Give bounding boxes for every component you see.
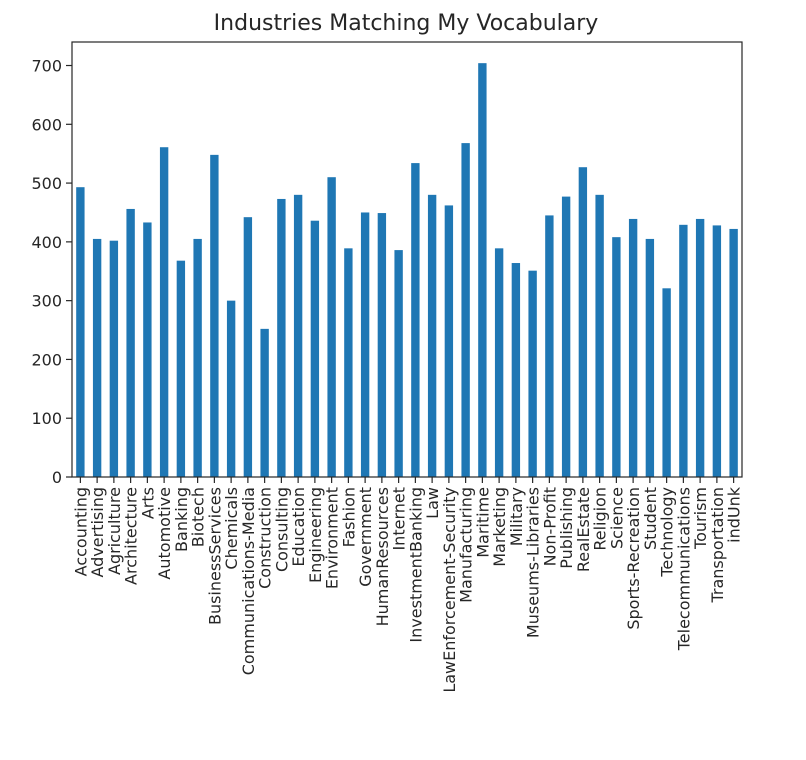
bar-religion [595,194,604,478]
y-tick-label: 700 [31,57,62,76]
x-tick-label: Government [356,487,375,587]
x-tick-label: Law [423,487,442,519]
y-tick-label: 600 [31,115,62,134]
y-axis: 0 100 200 300 400 500 600 700 [31,57,72,487]
bar-maritime [478,63,487,477]
bar-environment [327,177,336,477]
x-tick-label: Sports-Recreation [624,487,643,630]
x-tick-label: indUnk [725,486,744,543]
bar-manufacturing [461,143,470,478]
chart-title: Industries Matching My Vocabulary [214,11,599,36]
y-tick-label: 100 [31,409,62,428]
x-tick-label: Fashion [339,487,358,547]
x-tick-label: Science [607,487,626,549]
x-tick-label: Maritime [473,487,492,558]
x-tick-label: Museums-Libraries [524,487,543,638]
x-tick-label: Publishing [557,487,576,569]
x-tick-label: Chemicals [222,487,241,570]
bar-automotive [159,147,169,478]
x-tick-label: Student [641,487,660,550]
y-tick-label: 500 [31,174,62,193]
bar-communications-media [243,217,253,478]
bar-military [511,263,521,477]
x-tick-label: Biotech [189,487,208,547]
bar-biotech [193,238,202,477]
x-tick-label: LawEnforcement-Security [440,487,459,693]
bar-businessservices [210,154,219,477]
bar-transportation [712,225,722,477]
x-tick-label: InvestmentBanking [406,487,425,643]
y-tick-label: 300 [31,292,62,311]
x-tick-label: Transportation [708,487,727,604]
bar-fashion [344,248,353,477]
bar-accounting [76,187,85,477]
bar-education [293,194,303,478]
y-tick-label: 0 [52,468,62,487]
bar-indunk [729,228,738,477]
x-tick-label: Education [289,487,308,567]
x-tick-label: Automotive [155,487,174,580]
x-tick-label: Environment [323,487,342,589]
bar-lawenforcement-security [444,205,454,477]
y-tick-label: 200 [31,350,62,369]
x-tick-label: Consulting [272,487,291,572]
x-tick-label: HumanResources [373,487,392,626]
bar-government [360,212,370,478]
bar-marketing [494,248,504,477]
x-tick-label: Tourism [691,487,710,550]
bar-consulting [277,198,286,477]
bar-chemicals [226,300,236,477]
bar-telecommunications [679,224,688,477]
bar-museums-libraries [528,270,537,477]
bar-science [612,237,621,477]
bar-realestate [578,167,588,477]
x-tick-label: Military [507,487,526,546]
bar-publishing [561,196,571,477]
bar-advertising [92,238,102,477]
y-tick-label: 400 [31,233,62,252]
x-tick-label: Accounting [71,487,90,576]
x-tick-label: Telecommunications [674,487,693,651]
x-tick-label: Manufacturing [457,487,476,603]
bar-investmentbanking [411,163,420,477]
x-tick-label: Arts [138,487,157,519]
bar-sports-recreation [628,218,638,477]
x-tick-label: Internet [390,487,409,551]
bar-architecture [126,208,135,477]
bar-humanresources [377,213,387,478]
bar-law [427,194,437,478]
x-tick-label: BusinessServices [205,487,224,625]
bar-student [645,238,655,477]
bar-technology [662,288,671,477]
x-tick-label: Construction [256,487,275,589]
bar-agriculture [109,240,119,477]
bar-engineering [310,220,320,477]
x-tick-label: Advertising [88,487,107,578]
x-tick-label: Religion [591,487,610,551]
bar-non-profit [545,215,554,477]
bar-construction [260,328,269,477]
x-tick-label: Engineering [306,487,325,583]
x-tick-label: Marketing [490,487,509,567]
bar-tourism [695,218,705,477]
bar-internet [394,250,403,477]
bar-arts [143,222,152,477]
plot-frame [71,41,743,478]
x-tick-label: Banking [172,487,191,552]
x-tick-label: Agriculture [105,487,124,575]
x-tick-label: Communications-Media [239,487,258,675]
bars-group [76,63,738,478]
x-axis: AccountingAdvertisingAgricultureArchitec… [71,477,744,693]
bar-banking [176,260,186,477]
x-tick-label: Architecture [122,487,141,585]
x-tick-label: Non-Profit [540,487,559,566]
x-tick-label: RealEstate [574,487,593,572]
x-tick-label: Technology [658,487,677,578]
